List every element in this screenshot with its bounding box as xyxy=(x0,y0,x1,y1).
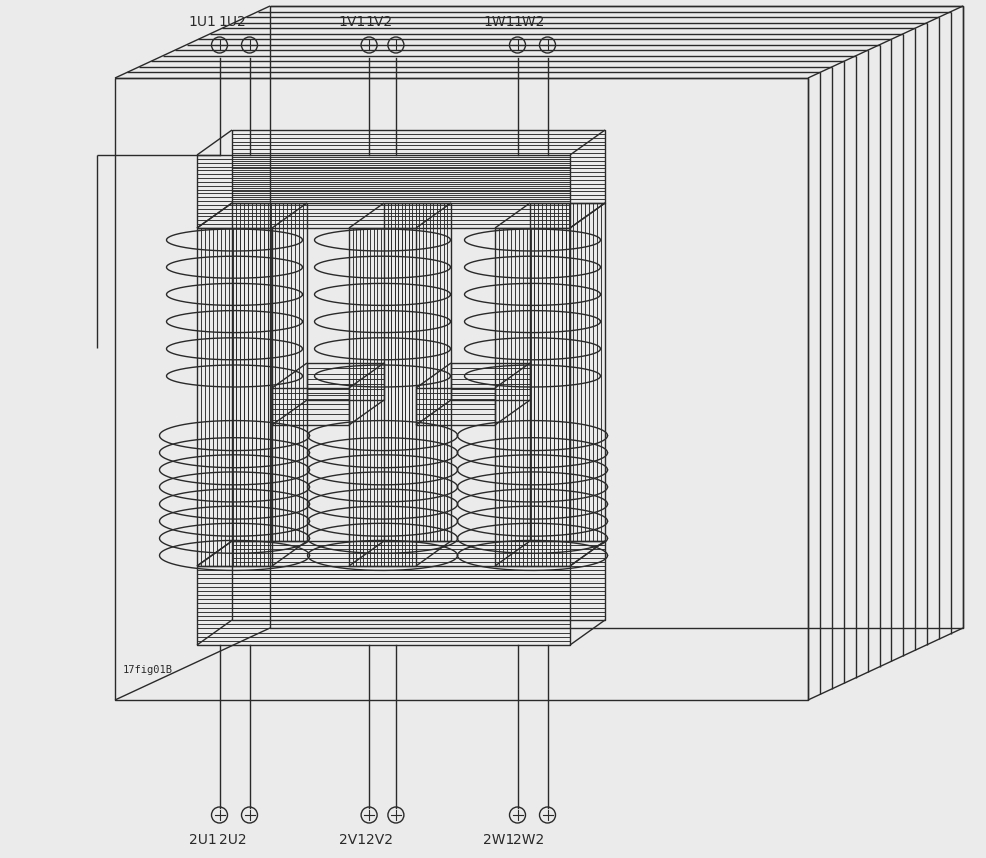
Text: 1U1: 1U1 xyxy=(188,15,216,29)
Text: 1U2: 1U2 xyxy=(219,15,246,29)
Text: 2V1: 2V1 xyxy=(338,833,366,847)
Text: 1V2: 1V2 xyxy=(366,15,392,29)
Text: 1W1: 1W1 xyxy=(482,15,514,29)
Text: 2U1: 2U1 xyxy=(188,833,216,847)
Text: 2W2: 2W2 xyxy=(513,833,544,847)
Text: 2V2: 2V2 xyxy=(366,833,392,847)
Text: 17fig01B: 17fig01B xyxy=(123,665,173,675)
Text: 2W1: 2W1 xyxy=(482,833,514,847)
Text: 2U2: 2U2 xyxy=(219,833,246,847)
Text: 1V1: 1V1 xyxy=(338,15,366,29)
Text: 1W2: 1W2 xyxy=(513,15,544,29)
